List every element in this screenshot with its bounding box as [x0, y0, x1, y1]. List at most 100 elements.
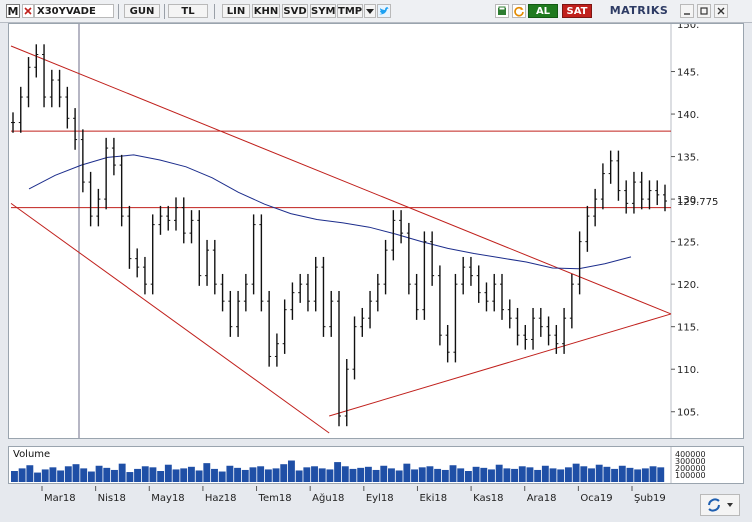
volume-bar — [364, 466, 372, 482]
toolbar: M X30YVADE GUN TL LIN KHN SVD SYM TMP AL… — [0, 0, 752, 23]
volume-bar — [641, 468, 649, 482]
volume-bar — [395, 470, 403, 482]
x-tick-label: Ara18 — [527, 493, 557, 504]
x-tick-label: May18 — [151, 493, 184, 504]
volume-bar — [564, 467, 572, 482]
sym-button[interactable]: SYM — [310, 4, 336, 18]
volume-bar — [149, 467, 157, 482]
volume-bar — [287, 460, 295, 482]
time-axis-labels: Mar18 Nis18 May18 Haz18 Tem18 Ağu18 Eyl18 Eki18… — [41, 486, 666, 504]
volume-bar — [588, 468, 595, 482]
volume-bar — [95, 465, 103, 482]
x-tick-label: Oca19 — [580, 493, 612, 504]
volume-bar — [103, 467, 111, 482]
volume-tick-label: 200000 — [675, 464, 706, 473]
volume-bar — [503, 468, 511, 482]
sell-button[interactable]: SAT — [562, 4, 592, 18]
time-axis: Mar18 Nis18 May18 Haz18 Tem18 Ağu18 Eyl18 Eki18… — [8, 486, 744, 506]
symbol-field[interactable]: X30YVADE — [34, 4, 114, 18]
x-tick-label: Mar18 — [44, 493, 76, 504]
x-tick-label: Ağu18 — [312, 492, 344, 504]
volume-bar — [234, 467, 242, 482]
volume-bar — [357, 467, 365, 482]
x-tick-label: Kas18 — [473, 493, 503, 504]
volume-bar — [464, 471, 472, 482]
volume-bar — [80, 468, 88, 482]
volume-bar — [180, 468, 188, 482]
refresh-icon[interactable] — [512, 4, 526, 18]
volume-bar — [549, 468, 557, 482]
sync-icon — [708, 498, 733, 512]
tmp-button[interactable]: TMP — [337, 4, 363, 18]
volume-bar — [187, 466, 195, 482]
volume-bar — [418, 467, 426, 482]
sync-button[interactable] — [700, 494, 740, 516]
volume-panel[interactable]: 400000 300000 200000 100000 Volume — [8, 446, 744, 484]
volume-bar — [211, 468, 218, 482]
volume-bar — [264, 469, 272, 482]
period-button[interactable]: GUN — [124, 4, 160, 18]
volume-bar — [441, 469, 449, 482]
volume-bar — [295, 470, 303, 482]
close-window-icon[interactable] — [714, 4, 728, 18]
x-tick-label: Eki18 — [419, 493, 447, 504]
toolbar-separator — [164, 4, 165, 19]
volume-bar — [11, 471, 18, 482]
buy-button[interactable]: AL — [528, 4, 558, 18]
volume-bar — [488, 469, 495, 482]
volume-tick-label: 300000 — [675, 457, 706, 466]
twitter-icon[interactable] — [377, 4, 391, 18]
volume-bar — [241, 469, 249, 482]
volume-bar — [541, 465, 549, 482]
maximize-icon[interactable] — [697, 4, 711, 18]
volume-bar — [126, 472, 134, 482]
volume-bar — [480, 467, 488, 482]
svd-button[interactable]: SVD — [282, 4, 308, 18]
khn-button[interactable]: KHN — [252, 4, 280, 18]
volume-bar — [72, 464, 80, 482]
volume-bar — [518, 466, 526, 482]
volume-bar — [218, 471, 226, 482]
y-tick-label: 135. — [677, 153, 699, 164]
price-chart[interactable]: 105. 110. 115. 120. 125. 130. 135. 140. 145. 150.… — [9, 20, 743, 438]
volume-bar — [618, 465, 626, 482]
volume-bar — [449, 465, 457, 482]
volume-bar — [511, 468, 519, 482]
price-chart-panel[interactable]: 105. 110. 115. 120. 125. 130. 135. 140. 145. 150.… — [8, 20, 744, 439]
volume-bar — [534, 469, 542, 482]
moving-average-line — [28, 154, 632, 270]
matriks-logo[interactable]: M — [6, 4, 20, 18]
volume-bar — [349, 468, 357, 482]
volume-bar — [380, 465, 388, 482]
volume-bar — [426, 466, 434, 482]
volume-bar — [311, 466, 318, 482]
volume-tick-label: 100000 — [675, 471, 706, 480]
volume-bar — [118, 463, 126, 482]
y-tick-label: 115. — [677, 323, 699, 334]
volume-bar — [49, 467, 57, 482]
close-symbol-icon[interactable] — [22, 4, 34, 18]
volume-bar — [388, 468, 395, 482]
volume-bar — [334, 462, 342, 482]
volume-bar — [87, 471, 95, 482]
volume-bar — [134, 468, 141, 482]
scale-button[interactable]: LIN — [222, 4, 250, 18]
y-tick-label: 140. — [677, 110, 699, 121]
volume-bar — [26, 465, 34, 482]
y-tick-label: 120. — [677, 280, 699, 291]
volume-bar — [318, 468, 326, 482]
minimize-icon[interactable] — [680, 4, 694, 18]
dropdown-arrow-icon[interactable] — [364, 4, 376, 18]
volume-bar — [572, 463, 580, 482]
volume-bar — [457, 468, 465, 482]
last-price-label: 129.775 — [677, 197, 718, 208]
volume-bar — [249, 467, 257, 482]
currency-button[interactable]: TL — [168, 4, 208, 18]
toolbar-separator — [214, 4, 215, 19]
volume-bar — [34, 472, 41, 482]
volume-bar — [434, 468, 442, 482]
chart-flag-icon[interactable] — [495, 4, 509, 18]
volume-bar — [372, 469, 380, 482]
